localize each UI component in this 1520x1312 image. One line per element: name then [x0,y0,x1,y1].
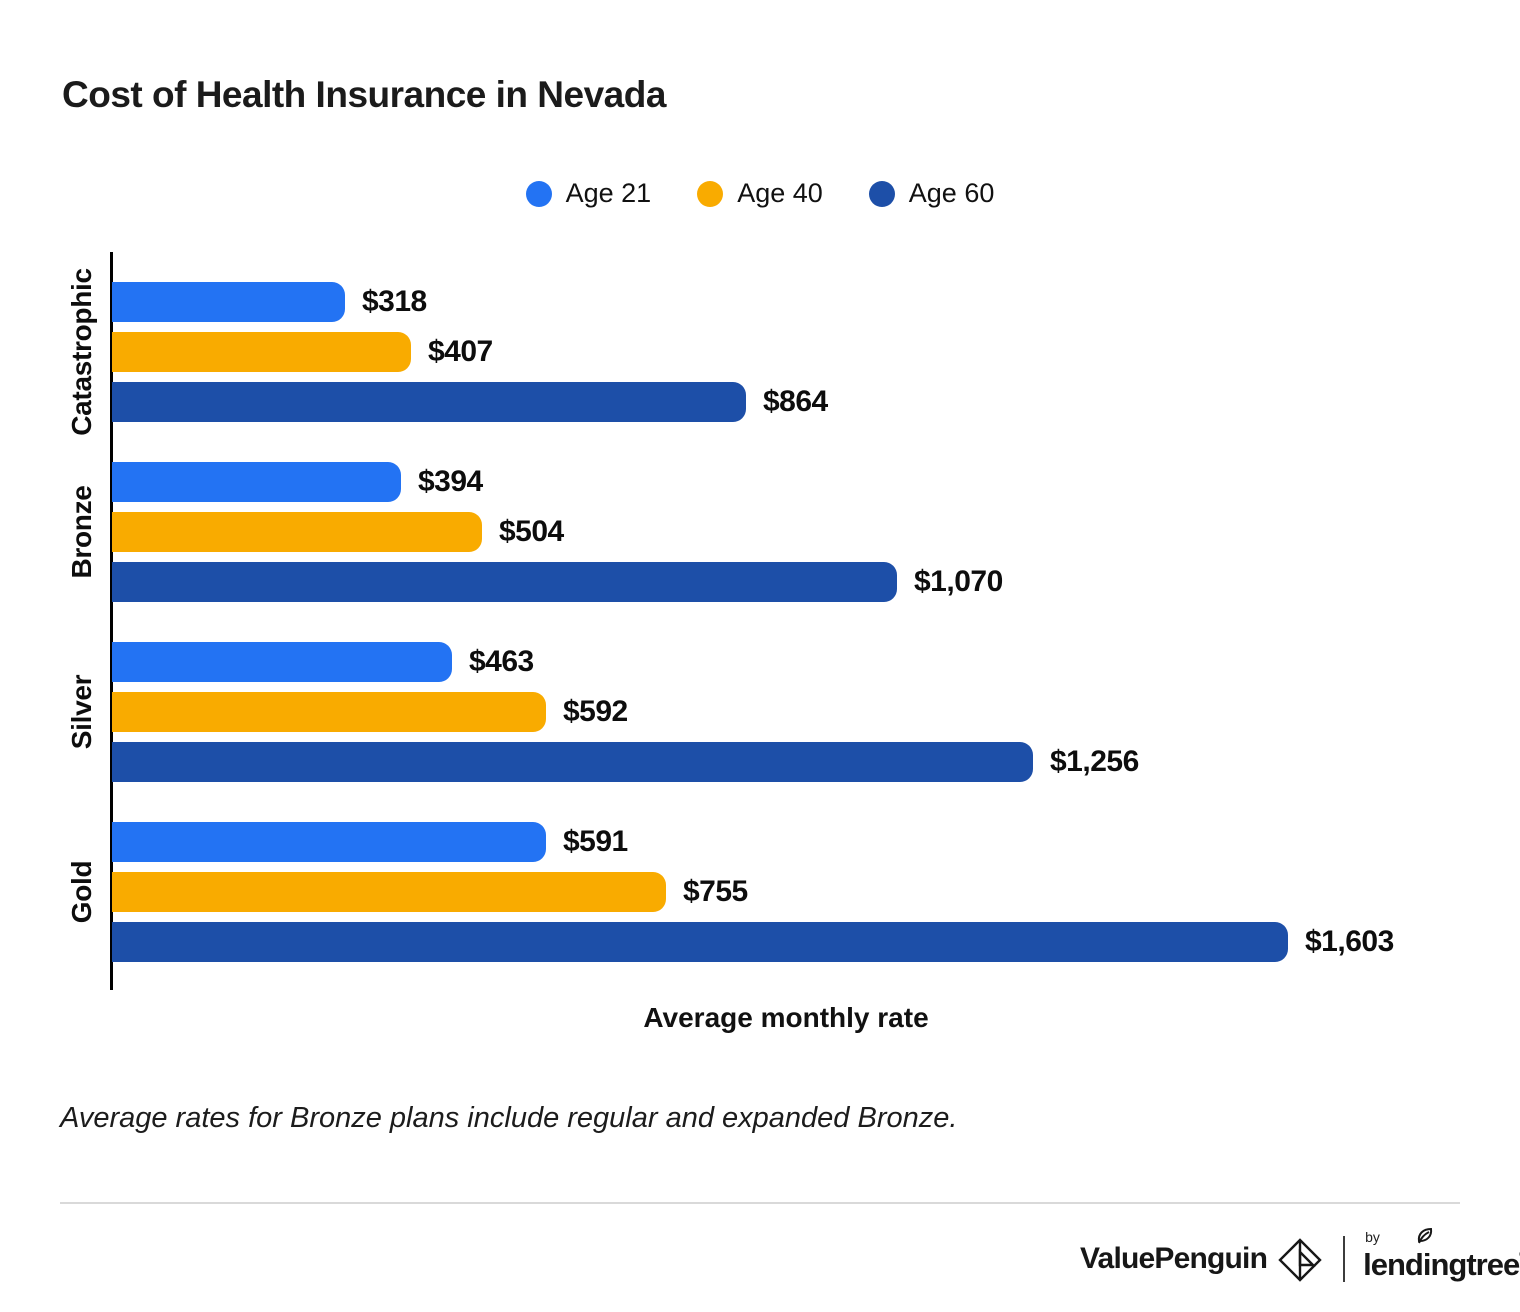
x-axis-label: Average monthly rate [643,1002,929,1033]
bar-value-label: $394 [418,465,483,498]
category-label: Catastrophic [66,268,97,436]
lendingtree-by-label: by [1365,1229,1380,1245]
legend-label: Age 21 [565,178,652,208]
y-axis-line [110,252,113,990]
footer-divider [60,1202,1460,1204]
footer-divider-vertical [1343,1236,1346,1282]
bar [112,382,746,422]
legend-item: Age 21 [525,178,652,209]
bar-value-label: $407 [428,335,493,368]
bar-value-label: $1,256 [1050,745,1139,778]
bar [112,282,345,322]
bar-value-label: $1,603 [1305,925,1394,958]
legend-dot-icon [525,180,552,207]
bar [112,742,1033,782]
category-label: Bronze [66,485,97,579]
bar [112,332,411,372]
bar [112,872,666,912]
bar-value-label: $463 [469,645,534,678]
bar [112,642,452,682]
lendingtree-logo-text: lendingtree [1363,1247,1520,1282]
category-label: Gold [66,860,97,924]
bar [112,692,546,732]
footnote: Average rates for Bronze plans include r… [60,1102,958,1134]
legend-dot-icon [697,180,724,207]
bar-value-label: $592 [563,695,628,728]
chart-legend: Age 21 Age 40 Age 60 [0,178,1520,209]
bar [112,822,546,862]
bar-value-label: $1,070 [914,565,1003,598]
bar-value-label: $755 [683,875,748,908]
legend-item: Age 60 [868,178,995,209]
legend-item: Age 40 [697,178,823,209]
bar-value-label: $504 [499,515,564,548]
valuepenguin-diamond-icon [1278,1238,1322,1282]
bar-value-label: $591 [563,825,628,858]
footer-brand-bar: ValuePenguin by lendingtree® [1080,1227,1520,1290]
bar [112,562,897,602]
lendingtree-logo: by lendingtree® [1363,1227,1520,1283]
lendingtree-leaf-icon [1418,1227,1433,1244]
category-label: Silver [66,674,97,750]
valuepenguin-logo-text: ValuePenguin [1080,1242,1268,1275]
legend-label: Age 60 [908,178,995,208]
bar [112,462,401,502]
chart-title: Cost of Health Insurance in Nevada [62,74,666,115]
bar-value-label: $318 [362,285,427,318]
legend-dot-icon [868,180,895,207]
bar [112,922,1288,962]
bar-value-label: $864 [763,385,828,418]
legend-label: Age 40 [737,178,823,208]
bar [112,512,482,552]
